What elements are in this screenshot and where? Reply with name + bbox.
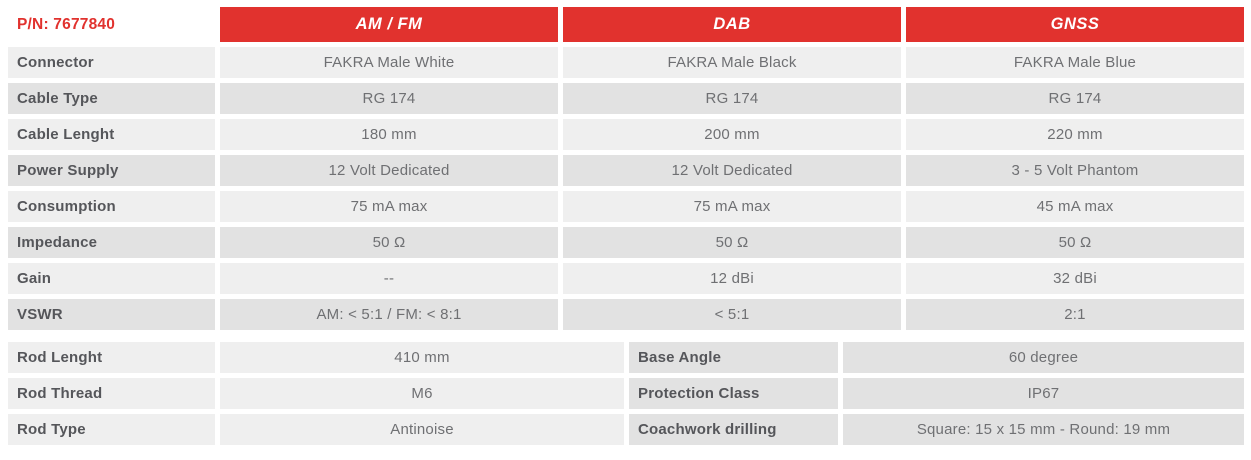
cell-vswr-gnss: 2:1 <box>906 299 1244 330</box>
cell-cable-lenght-gnss: 220 mm <box>906 119 1244 150</box>
cell-consumption-amfm: 75 mA max <box>220 191 558 222</box>
column-header-amfm: AM / FM <box>220 7 558 42</box>
cell-cable-type-gnss: RG 174 <box>906 83 1244 114</box>
cell-connector-amfm: FAKRA Male White <box>220 47 558 78</box>
row-label-rod-lenght: Rod Lenght <box>8 342 215 373</box>
cell-impedance-gnss: 50 Ω <box>906 227 1244 258</box>
spec-table: P/N: 7677840 AM / FM DAB GNSS Connector … <box>8 7 1244 330</box>
cell-consumption-dab: 75 mA max <box>563 191 901 222</box>
row-label-coachwork-drilling: Coachwork drilling <box>629 414 838 445</box>
row-label-impedance: Impedance <box>8 227 215 258</box>
cell-cable-type-amfm: RG 174 <box>220 83 558 114</box>
cell-cable-lenght-amfm: 180 mm <box>220 119 558 150</box>
row-label-gain: Gain <box>8 263 215 294</box>
cell-protection-class-value: IP67 <box>843 378 1244 409</box>
cell-rod-lenght-value: 410 mm <box>220 342 624 373</box>
cell-connector-gnss: FAKRA Male Blue <box>906 47 1244 78</box>
cell-power-supply-amfm: 12 Volt Dedicated <box>220 155 558 186</box>
part-number: P/N: 7677840 <box>17 15 116 33</box>
cell-gain-gnss: 32 dBi <box>906 263 1244 294</box>
mechanical-table: Rod Lenght 410 mm Base Angle 60 degree R… <box>8 342 1244 445</box>
column-header-gnss: GNSS <box>906 7 1244 42</box>
cell-vswr-amfm: AM: < 5:1 / FM: < 8:1 <box>220 299 558 330</box>
cell-vswr-dab: < 5:1 <box>563 299 901 330</box>
cell-base-angle-value: 60 degree <box>843 342 1244 373</box>
cell-power-supply-gnss: 3 - 5 Volt Phantom <box>906 155 1244 186</box>
row-label-base-angle: Base Angle <box>629 342 838 373</box>
row-label-rod-thread: Rod Thread <box>8 378 215 409</box>
cell-impedance-dab: 50 Ω <box>563 227 901 258</box>
row-label-vswr: VSWR <box>8 299 215 330</box>
cell-gain-amfm: -- <box>220 263 558 294</box>
cell-connector-dab: FAKRA Male Black <box>563 47 901 78</box>
cell-impedance-amfm: 50 Ω <box>220 227 558 258</box>
cell-consumption-gnss: 45 mA max <box>906 191 1244 222</box>
cell-power-supply-dab: 12 Volt Dedicated <box>563 155 901 186</box>
column-header-dab: DAB <box>563 7 901 42</box>
row-label-rod-type: Rod Type <box>8 414 215 445</box>
cell-rod-type-value: Antinoise <box>220 414 624 445</box>
row-label-cable-lenght: Cable Lenght <box>8 119 215 150</box>
row-label-protection-class: Protection Class <box>629 378 838 409</box>
row-label-power-supply: Power Supply <box>8 155 215 186</box>
cell-cable-type-dab: RG 174 <box>563 83 901 114</box>
row-label-cable-type: Cable Type <box>8 83 215 114</box>
row-label-consumption: Consumption <box>8 191 215 222</box>
cell-rod-thread-value: M6 <box>220 378 624 409</box>
cell-cable-lenght-dab: 200 mm <box>563 119 901 150</box>
cell-coachwork-drilling-value: Square: 15 x 15 mm - Round: 19 mm <box>843 414 1244 445</box>
cell-gain-dab: 12 dBi <box>563 263 901 294</box>
row-label-connector: Connector <box>8 47 215 78</box>
